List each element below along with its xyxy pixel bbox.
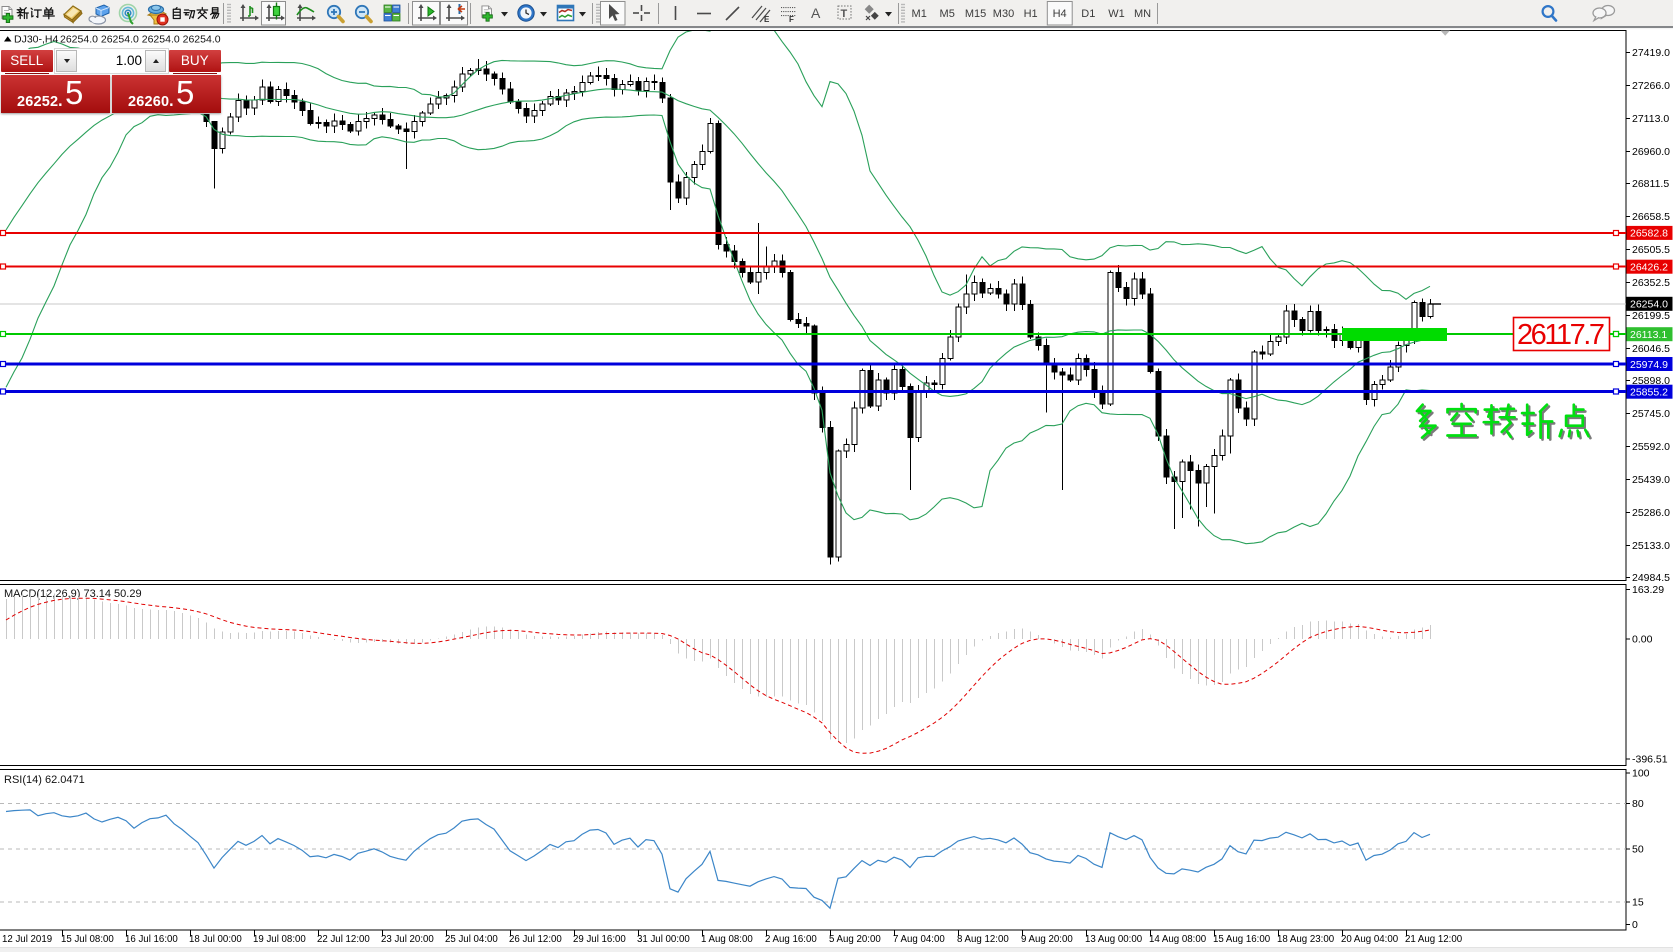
- svg-text:8 Aug 12:00: 8 Aug 12:00: [957, 934, 1009, 945]
- svg-text:25133.0: 25133.0: [1632, 540, 1670, 552]
- svg-text:26117.7: 26117.7: [1517, 319, 1605, 351]
- svg-text:DJ30-,H4: DJ30-,H4: [14, 34, 59, 46]
- svg-text:25592.0: 25592.0: [1632, 441, 1670, 453]
- svg-text:26113.1: 26113.1: [1630, 329, 1667, 341]
- svg-text:26 Jul 12:00: 26 Jul 12:00: [509, 934, 562, 945]
- svg-text:25898.0: 25898.0: [1632, 375, 1670, 387]
- svg-text:0: 0: [1632, 919, 1638, 931]
- svg-text:26426.2: 26426.2: [1630, 262, 1668, 274]
- svg-text:26046.5: 26046.5: [1632, 343, 1670, 355]
- svg-text:29 Jul 16:00: 29 Jul 16:00: [573, 934, 626, 945]
- svg-text:-396.51: -396.51: [1632, 754, 1668, 766]
- svg-text:100: 100: [1632, 768, 1650, 780]
- svg-text:RSI(14) 62.0471: RSI(14) 62.0471: [4, 774, 85, 786]
- svg-text:19 Jul 08:00: 19 Jul 08:00: [253, 934, 306, 945]
- svg-text:20 Aug 04:00: 20 Aug 04:00: [1341, 934, 1399, 945]
- svg-text:M30: M30: [993, 8, 1014, 20]
- svg-text:27113.0: 27113.0: [1632, 113, 1669, 125]
- svg-text:80: 80: [1632, 798, 1644, 810]
- svg-text:25 Jul 04:00: 25 Jul 04:00: [445, 934, 498, 945]
- svg-text:9 Aug 20:00: 9 Aug 20:00: [1021, 934, 1073, 945]
- svg-text:26505.5: 26505.5: [1632, 244, 1670, 256]
- svg-text:25439.0: 25439.0: [1632, 474, 1670, 486]
- svg-text:26254.0 26254.0 26254.0 26254.: 26254.0 26254.0 26254.0 26254.0: [60, 34, 221, 46]
- svg-text:18 Jul 00:00: 18 Jul 00:00: [189, 934, 242, 945]
- svg-text:7 Aug 04:00: 7 Aug 04:00: [893, 934, 945, 945]
- svg-text:W1: W1: [1108, 8, 1125, 20]
- svg-text:T: T: [841, 8, 848, 20]
- svg-text:21 Aug 12:00: 21 Aug 12:00: [1405, 934, 1463, 945]
- svg-text:0.00: 0.00: [1632, 634, 1653, 646]
- svg-text:2 Aug 16:00: 2 Aug 16:00: [765, 934, 817, 945]
- svg-text:MN: MN: [1134, 8, 1151, 20]
- svg-text:18 Aug 23:00: 18 Aug 23:00: [1277, 934, 1335, 945]
- svg-text:H4: H4: [1053, 8, 1067, 20]
- svg-text:25974.9: 25974.9: [1630, 359, 1668, 371]
- svg-text:15 Aug 16:00: 15 Aug 16:00: [1213, 934, 1271, 945]
- svg-text:12 Jul 2019: 12 Jul 2019: [2, 934, 52, 945]
- svg-text:15 Jul 08:00: 15 Jul 08:00: [61, 934, 114, 945]
- svg-text:H1: H1: [1024, 8, 1038, 20]
- svg-text:31 Jul 00:00: 31 Jul 00:00: [637, 934, 690, 945]
- svg-text:26254.0: 26254.0: [1630, 299, 1668, 311]
- svg-text:M5: M5: [940, 8, 955, 20]
- svg-text:M1: M1: [912, 8, 927, 20]
- svg-text:M15: M15: [965, 8, 986, 20]
- svg-text:25286.0: 25286.0: [1632, 507, 1670, 519]
- svg-text:26960.0: 26960.0: [1632, 146, 1670, 158]
- svg-text:26199.5: 26199.5: [1632, 310, 1670, 322]
- svg-text:24984.5: 24984.5: [1632, 572, 1670, 584]
- svg-text:27419.0: 27419.0: [1632, 47, 1670, 59]
- svg-text:1 Aug 08:00: 1 Aug 08:00: [701, 934, 753, 945]
- svg-text:5 Aug 20:00: 5 Aug 20:00: [829, 934, 881, 945]
- svg-text:25855.2: 25855.2: [1630, 387, 1668, 399]
- svg-text:27266.0: 27266.0: [1632, 80, 1670, 92]
- svg-text:25745.0: 25745.0: [1632, 408, 1670, 420]
- svg-text:14 Aug 08:00: 14 Aug 08:00: [1149, 934, 1207, 945]
- svg-text:A: A: [811, 5, 821, 21]
- svg-text:50: 50: [1632, 843, 1644, 855]
- svg-text:22 Jul 12:00: 22 Jul 12:00: [317, 934, 370, 945]
- svg-text:E: E: [764, 15, 770, 24]
- svg-text:26811.5: 26811.5: [1632, 178, 1669, 190]
- svg-text:26658.5: 26658.5: [1632, 211, 1670, 223]
- svg-text:F: F: [789, 15, 794, 24]
- svg-text:26352.5: 26352.5: [1632, 277, 1670, 289]
- svg-text:D1: D1: [1081, 8, 1095, 20]
- svg-text:13 Aug 00:00: 13 Aug 00:00: [1085, 934, 1143, 945]
- svg-text:163.29: 163.29: [1632, 584, 1664, 596]
- svg-text:23 Jul 20:00: 23 Jul 20:00: [381, 934, 434, 945]
- svg-text:16 Jul 16:00: 16 Jul 16:00: [125, 934, 178, 945]
- svg-text:26582.8: 26582.8: [1630, 228, 1668, 240]
- svg-text:15: 15: [1632, 896, 1644, 908]
